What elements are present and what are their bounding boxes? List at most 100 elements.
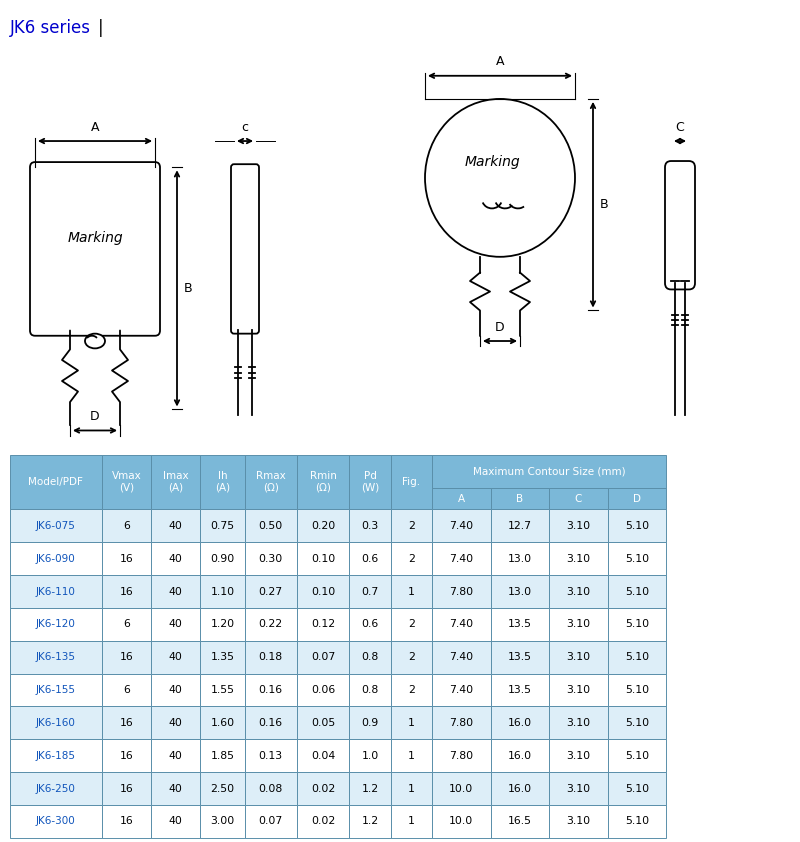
Bar bbox=[432, 608, 490, 641]
Text: 1: 1 bbox=[408, 751, 414, 760]
Bar bbox=[200, 706, 245, 739]
Bar bbox=[549, 805, 608, 838]
Text: 16: 16 bbox=[119, 587, 134, 596]
Bar bbox=[10, 805, 102, 838]
Bar bbox=[608, 674, 666, 706]
Bar bbox=[151, 542, 200, 575]
Text: 0.16: 0.16 bbox=[258, 718, 283, 727]
Text: 1.2: 1.2 bbox=[362, 784, 378, 793]
Bar bbox=[549, 608, 608, 641]
Bar bbox=[151, 509, 200, 542]
Text: JK6-300: JK6-300 bbox=[36, 817, 75, 826]
Text: Marking: Marking bbox=[464, 155, 520, 169]
Text: 1.35: 1.35 bbox=[210, 653, 234, 662]
Text: 1.10: 1.10 bbox=[210, 587, 234, 596]
Bar bbox=[350, 805, 390, 838]
Bar bbox=[200, 575, 245, 608]
Bar bbox=[390, 455, 432, 509]
Bar bbox=[350, 641, 390, 674]
Text: 0.06: 0.06 bbox=[311, 685, 335, 695]
Bar bbox=[432, 641, 490, 674]
Bar bbox=[490, 805, 549, 838]
Bar bbox=[390, 674, 432, 706]
Bar bbox=[10, 509, 102, 542]
Text: 5.10: 5.10 bbox=[625, 587, 649, 596]
Bar bbox=[297, 772, 350, 805]
Bar bbox=[151, 674, 200, 706]
Text: 40: 40 bbox=[169, 620, 182, 629]
Text: 40: 40 bbox=[169, 685, 182, 695]
Text: 3.10: 3.10 bbox=[566, 751, 590, 760]
Bar bbox=[200, 674, 245, 706]
Text: 0.20: 0.20 bbox=[311, 521, 335, 530]
Text: 5.10: 5.10 bbox=[625, 620, 649, 629]
Text: 0.8: 0.8 bbox=[362, 685, 378, 695]
Bar bbox=[297, 455, 350, 509]
Text: 3.10: 3.10 bbox=[566, 587, 590, 596]
Text: 2.50: 2.50 bbox=[210, 784, 234, 793]
Text: 40: 40 bbox=[169, 521, 182, 530]
Bar bbox=[10, 575, 102, 608]
Text: B: B bbox=[600, 198, 609, 211]
Bar bbox=[549, 509, 608, 542]
Bar bbox=[297, 739, 350, 772]
Bar bbox=[10, 455, 102, 509]
Bar bbox=[297, 805, 350, 838]
Text: 1: 1 bbox=[408, 784, 414, 793]
Text: 3.10: 3.10 bbox=[566, 653, 590, 662]
Bar bbox=[245, 542, 297, 575]
Text: 0.8: 0.8 bbox=[362, 653, 378, 662]
Bar bbox=[200, 608, 245, 641]
Bar bbox=[490, 674, 549, 706]
Bar bbox=[350, 608, 390, 641]
Text: 13.0: 13.0 bbox=[508, 554, 532, 563]
Text: 0.07: 0.07 bbox=[258, 817, 283, 826]
Bar bbox=[350, 455, 390, 509]
Text: 40: 40 bbox=[169, 817, 182, 826]
Text: JK6-075: JK6-075 bbox=[36, 521, 76, 530]
Bar bbox=[432, 575, 490, 608]
Bar bbox=[245, 805, 297, 838]
Bar bbox=[432, 674, 490, 706]
Text: 6: 6 bbox=[123, 685, 130, 695]
Text: 1.2: 1.2 bbox=[362, 817, 378, 826]
Bar bbox=[102, 575, 151, 608]
Text: 16.0: 16.0 bbox=[508, 718, 532, 727]
Bar bbox=[297, 575, 350, 608]
Text: 5.10: 5.10 bbox=[625, 718, 649, 727]
Bar bbox=[102, 739, 151, 772]
Bar bbox=[390, 509, 432, 542]
Text: 1.0: 1.0 bbox=[362, 751, 378, 760]
Bar bbox=[608, 805, 666, 838]
Bar bbox=[350, 706, 390, 739]
Bar bbox=[432, 509, 490, 542]
Bar bbox=[245, 674, 297, 706]
Text: JK6-110: JK6-110 bbox=[36, 587, 76, 596]
Bar bbox=[102, 509, 151, 542]
Text: Imax
(A): Imax (A) bbox=[162, 472, 188, 493]
Bar bbox=[102, 706, 151, 739]
Text: 0.13: 0.13 bbox=[258, 751, 283, 760]
Bar bbox=[608, 772, 666, 805]
Bar bbox=[350, 772, 390, 805]
Text: 40: 40 bbox=[169, 718, 182, 727]
Bar bbox=[10, 608, 102, 641]
Bar bbox=[297, 706, 350, 739]
Bar bbox=[102, 674, 151, 706]
Bar bbox=[151, 641, 200, 674]
Bar bbox=[432, 706, 490, 739]
Bar bbox=[608, 739, 666, 772]
Text: 12.7: 12.7 bbox=[508, 521, 532, 530]
Bar bbox=[200, 641, 245, 674]
Bar bbox=[10, 772, 102, 805]
Text: 5.10: 5.10 bbox=[625, 784, 649, 793]
Text: 0.07: 0.07 bbox=[311, 653, 335, 662]
Text: A: A bbox=[458, 494, 465, 504]
Text: 0.02: 0.02 bbox=[311, 817, 335, 826]
Bar bbox=[608, 488, 666, 509]
Text: 1.60: 1.60 bbox=[210, 718, 234, 727]
Text: 7.80: 7.80 bbox=[450, 718, 474, 727]
Text: 16: 16 bbox=[119, 751, 134, 760]
Text: 2: 2 bbox=[408, 521, 414, 530]
Text: 0.27: 0.27 bbox=[258, 587, 283, 596]
